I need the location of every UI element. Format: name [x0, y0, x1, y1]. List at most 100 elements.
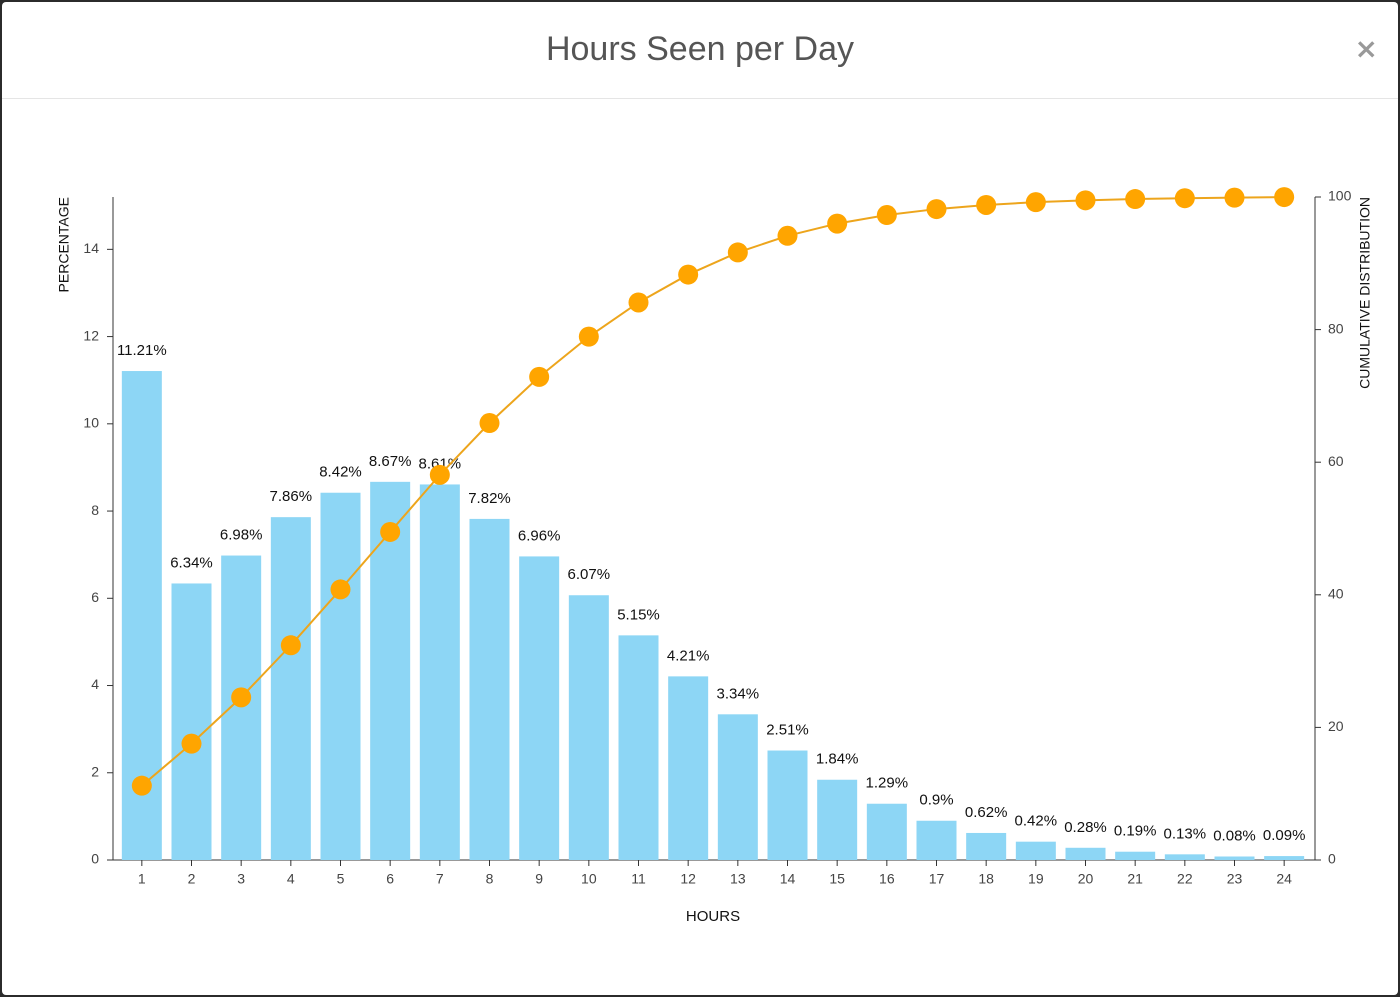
bar — [469, 518, 510, 860]
line-point — [1274, 187, 1295, 208]
line-point — [280, 635, 301, 656]
x-tick-label: 23 — [1227, 871, 1243, 887]
line-point — [231, 687, 252, 708]
data-label: 0.9% — [919, 792, 953, 809]
x-tick-label: 9 — [535, 871, 543, 887]
y2-tick-label: 100 — [1328, 188, 1352, 204]
bar — [916, 820, 957, 860]
x-tick-label: 16 — [879, 871, 895, 887]
data-label: 6.34% — [170, 554, 213, 571]
line-point — [529, 366, 550, 387]
bar — [767, 750, 808, 860]
x-tick-label: 19 — [1028, 871, 1044, 887]
x-axis-title: HOURS — [686, 908, 740, 925]
y-tick-label: 10 — [83, 415, 99, 431]
x-tick-label: 4 — [287, 871, 295, 887]
bar — [1164, 854, 1205, 860]
y2-tick-label: 80 — [1328, 320, 1344, 336]
line-point — [429, 464, 450, 485]
x-tick-label: 20 — [1078, 871, 1094, 887]
line-point — [1174, 188, 1195, 209]
bar — [668, 676, 709, 860]
data-label: 7.82% — [468, 490, 511, 507]
y-tick-label: 12 — [83, 327, 99, 343]
bar — [320, 492, 361, 860]
bar — [717, 714, 758, 860]
line-point — [876, 205, 897, 226]
line-point — [181, 733, 202, 754]
data-label: 11.21% — [117, 342, 167, 359]
modal-header: Hours Seen per Day × — [2, 2, 1398, 99]
line-point — [1075, 190, 1096, 211]
x-tick-label: 1 — [138, 871, 146, 887]
x-tick-label: 6 — [386, 871, 394, 887]
data-label: 0.62% — [965, 804, 1008, 821]
bar — [370, 481, 411, 860]
data-label: 2.51% — [766, 721, 809, 738]
y2-tick-label: 20 — [1328, 718, 1344, 734]
bar — [817, 779, 858, 860]
x-tick-label: 3 — [237, 871, 245, 887]
y-axis-title: PERCENTAGE — [56, 197, 72, 292]
data-label: 1.29% — [866, 775, 909, 792]
data-label: 4.21% — [667, 647, 710, 664]
bar — [519, 556, 560, 860]
bar — [866, 803, 907, 860]
data-label: 0.42% — [1015, 813, 1058, 830]
data-label: 8.42% — [319, 464, 362, 481]
bar — [1065, 847, 1106, 860]
x-tick-label: 14 — [780, 871, 796, 887]
line-point — [578, 326, 599, 347]
line-point — [678, 264, 699, 285]
data-label: 8.67% — [369, 453, 412, 470]
y-tick-label: 2 — [91, 763, 99, 779]
bar — [221, 555, 262, 860]
bar — [419, 484, 460, 860]
x-tick-label: 11 — [631, 871, 646, 887]
x-tick-label: 10 — [581, 871, 597, 887]
line-point — [479, 413, 500, 434]
y2-tick-label: 60 — [1328, 453, 1344, 469]
line-point — [777, 225, 798, 246]
bar — [568, 595, 609, 860]
x-tick-label: 2 — [188, 871, 196, 887]
x-tick-label: 24 — [1276, 871, 1292, 887]
y2-tick-label: 0 — [1328, 851, 1336, 867]
data-label: 0.19% — [1114, 823, 1157, 840]
line-point — [1125, 189, 1146, 210]
data-label: 6.96% — [518, 527, 561, 544]
bar — [1264, 856, 1305, 860]
line-point — [827, 213, 848, 234]
x-tick-label: 22 — [1177, 871, 1193, 887]
y-tick-label: 4 — [91, 676, 99, 692]
bar — [1015, 841, 1056, 860]
data-label: 0.09% — [1263, 827, 1306, 844]
line — [141, 196, 1285, 787]
y-tick-label: 6 — [91, 589, 99, 605]
line-point — [380, 521, 401, 542]
data-label: 5.15% — [617, 606, 660, 623]
data-label: 0.08% — [1213, 827, 1256, 844]
data-label: 0.28% — [1064, 819, 1107, 836]
data-label: 7.86% — [270, 488, 313, 505]
x-tick-label: 12 — [680, 871, 696, 887]
data-label: 3.34% — [717, 685, 760, 702]
x-tick-label: 18 — [978, 871, 994, 887]
x-tick-label: 7 — [436, 871, 444, 887]
line-point — [330, 579, 351, 600]
data-label: 1.84% — [816, 751, 859, 768]
bar — [270, 517, 311, 860]
line-point — [131, 775, 152, 796]
y2-tick-label: 40 — [1328, 586, 1344, 602]
y-tick-label: 14 — [83, 240, 99, 256]
line-point — [976, 194, 997, 215]
y-tick-label: 0 — [91, 851, 99, 867]
data-label: 8.61% — [419, 455, 462, 472]
line-point — [1224, 187, 1245, 208]
x-tick-label: 17 — [929, 871, 945, 887]
y-tick-label: 8 — [91, 502, 99, 518]
close-button[interactable]: × — [1354, 32, 1378, 65]
bar — [1214, 856, 1255, 860]
